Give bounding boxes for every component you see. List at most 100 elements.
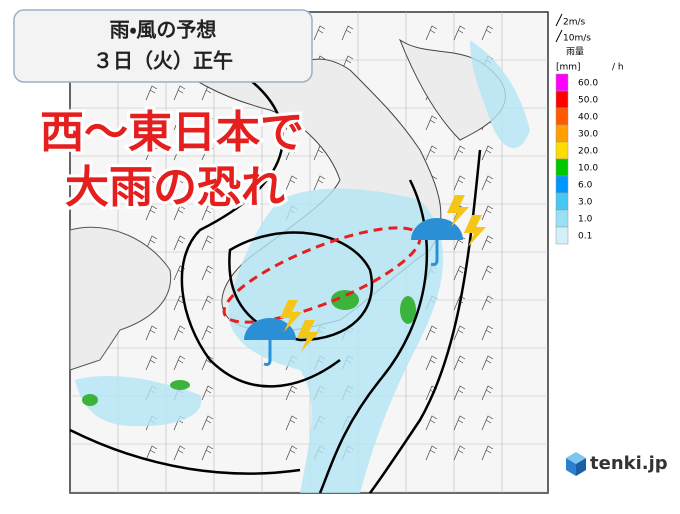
umbrella-handle — [263, 340, 272, 366]
wind-barb — [453, 355, 466, 371]
wind-barb — [173, 355, 186, 371]
wind-barb — [173, 145, 186, 161]
wind-barb — [481, 445, 494, 461]
legend: 60.0 50.0 40.0 30.0 20.0 10.0 6.0 3.0 1.0 0.1 — [555, 73, 598, 245]
wind-barb — [313, 175, 326, 191]
legend-swatch — [555, 107, 569, 126]
logo-cube — [576, 458, 586, 476]
rain-area — [75, 375, 202, 427]
headline: 西～東日本で — [40, 107, 304, 158]
wind-barb — [425, 115, 438, 131]
wind-barb — [201, 385, 214, 401]
wind-barb — [481, 235, 494, 251]
wind-barb — [481, 325, 494, 341]
legend-swatch — [555, 141, 569, 160]
legend-swatch — [555, 124, 569, 143]
wind-barb — [425, 445, 438, 461]
legend-label: 40.0 — [578, 113, 598, 123]
wind-barb — [173, 325, 186, 341]
title-box — [13, 9, 313, 83]
rain-heavy — [331, 290, 359, 310]
headline: 大雨の恐れ — [65, 162, 285, 213]
wind-barb — [145, 175, 158, 191]
wind-barb — [201, 175, 214, 191]
logo-cube — [566, 458, 576, 476]
rain-heavy — [82, 394, 98, 406]
legend-swatch — [555, 90, 569, 109]
wind-barb — [425, 145, 438, 161]
wind-barb — [201, 145, 214, 161]
wind-barb — [481, 385, 494, 401]
wind-legend: 2m/s — [563, 18, 586, 28]
wind-barb — [201, 445, 214, 461]
wind-barb — [173, 205, 186, 221]
wind-barb — [481, 295, 494, 311]
legend-swatch — [555, 192, 569, 211]
umbrella-handle — [430, 240, 439, 266]
wind-barb — [425, 355, 438, 371]
legend-label: 30.0 — [578, 130, 598, 140]
legend-swatch — [555, 226, 569, 245]
wind-barb — [425, 325, 438, 341]
wind-barb — [201, 325, 214, 341]
legend-label: 3.0 — [578, 198, 593, 208]
legend-swatch — [555, 175, 569, 194]
wind-barb — [481, 25, 494, 41]
wind-barb — [145, 355, 158, 371]
lightning — [280, 300, 302, 332]
wind-barb — [145, 445, 158, 461]
legend-label: 1.0 — [578, 215, 593, 225]
legend-per: / h — [612, 63, 624, 73]
wind-barb — [201, 115, 214, 131]
wind-barb — [453, 145, 466, 161]
legend-label: 60.0 — [578, 79, 598, 89]
wind-barb — [145, 85, 158, 101]
wind-barb — [481, 175, 494, 191]
umbrella-canopy — [411, 218, 463, 240]
wind-barb — [173, 175, 186, 191]
legend-label: 6.0 — [578, 181, 593, 191]
wind-barb — [285, 145, 298, 161]
legend-swatch — [555, 73, 569, 92]
logo-icon — [566, 452, 586, 476]
legend-swatch — [555, 209, 569, 228]
wind-barb — [145, 145, 158, 161]
wind-barb — [201, 295, 214, 311]
wind-barb — [145, 205, 158, 221]
legend-label: 0.1 — [578, 232, 592, 242]
wind-barb — [145, 115, 158, 131]
wind-barb — [481, 145, 494, 161]
legend-label: 50.0 — [578, 96, 598, 106]
wind-barb — [425, 25, 438, 41]
wind-barb — [173, 115, 186, 131]
title: 雨・風の予想 — [110, 18, 217, 42]
wind-barb — [201, 415, 214, 431]
rain-heavy — [400, 296, 416, 324]
umbrella-icon — [411, 195, 486, 266]
wind-barb — [453, 265, 466, 281]
wind-barb — [453, 445, 466, 461]
wind-barb — [285, 175, 298, 191]
wind-barb — [453, 25, 466, 41]
wind-barb — [425, 415, 438, 431]
wind-barb — [201, 265, 214, 281]
wind-barb — [145, 235, 158, 251]
wind-barb — [341, 25, 354, 41]
wind-legend: 10m/s — [563, 34, 591, 44]
wind-barb — [173, 235, 186, 251]
wind-barb — [453, 175, 466, 191]
umbrella-icon — [244, 300, 319, 366]
wind-barb — [285, 415, 298, 431]
wind-barb-sample — [555, 13, 563, 27]
lightning — [464, 215, 486, 247]
wind-barb — [173, 85, 186, 101]
wind-barb — [481, 265, 494, 281]
legend-label: 20.0 — [578, 147, 598, 157]
legend-label: 10.0 — [578, 164, 598, 174]
umbrella-canopy — [244, 318, 296, 340]
wind-barb — [201, 235, 214, 251]
rain-area — [228, 188, 444, 493]
subtitle: ３日（火）正午 — [93, 49, 233, 73]
wind-barb — [313, 25, 326, 41]
lightning — [297, 320, 319, 352]
